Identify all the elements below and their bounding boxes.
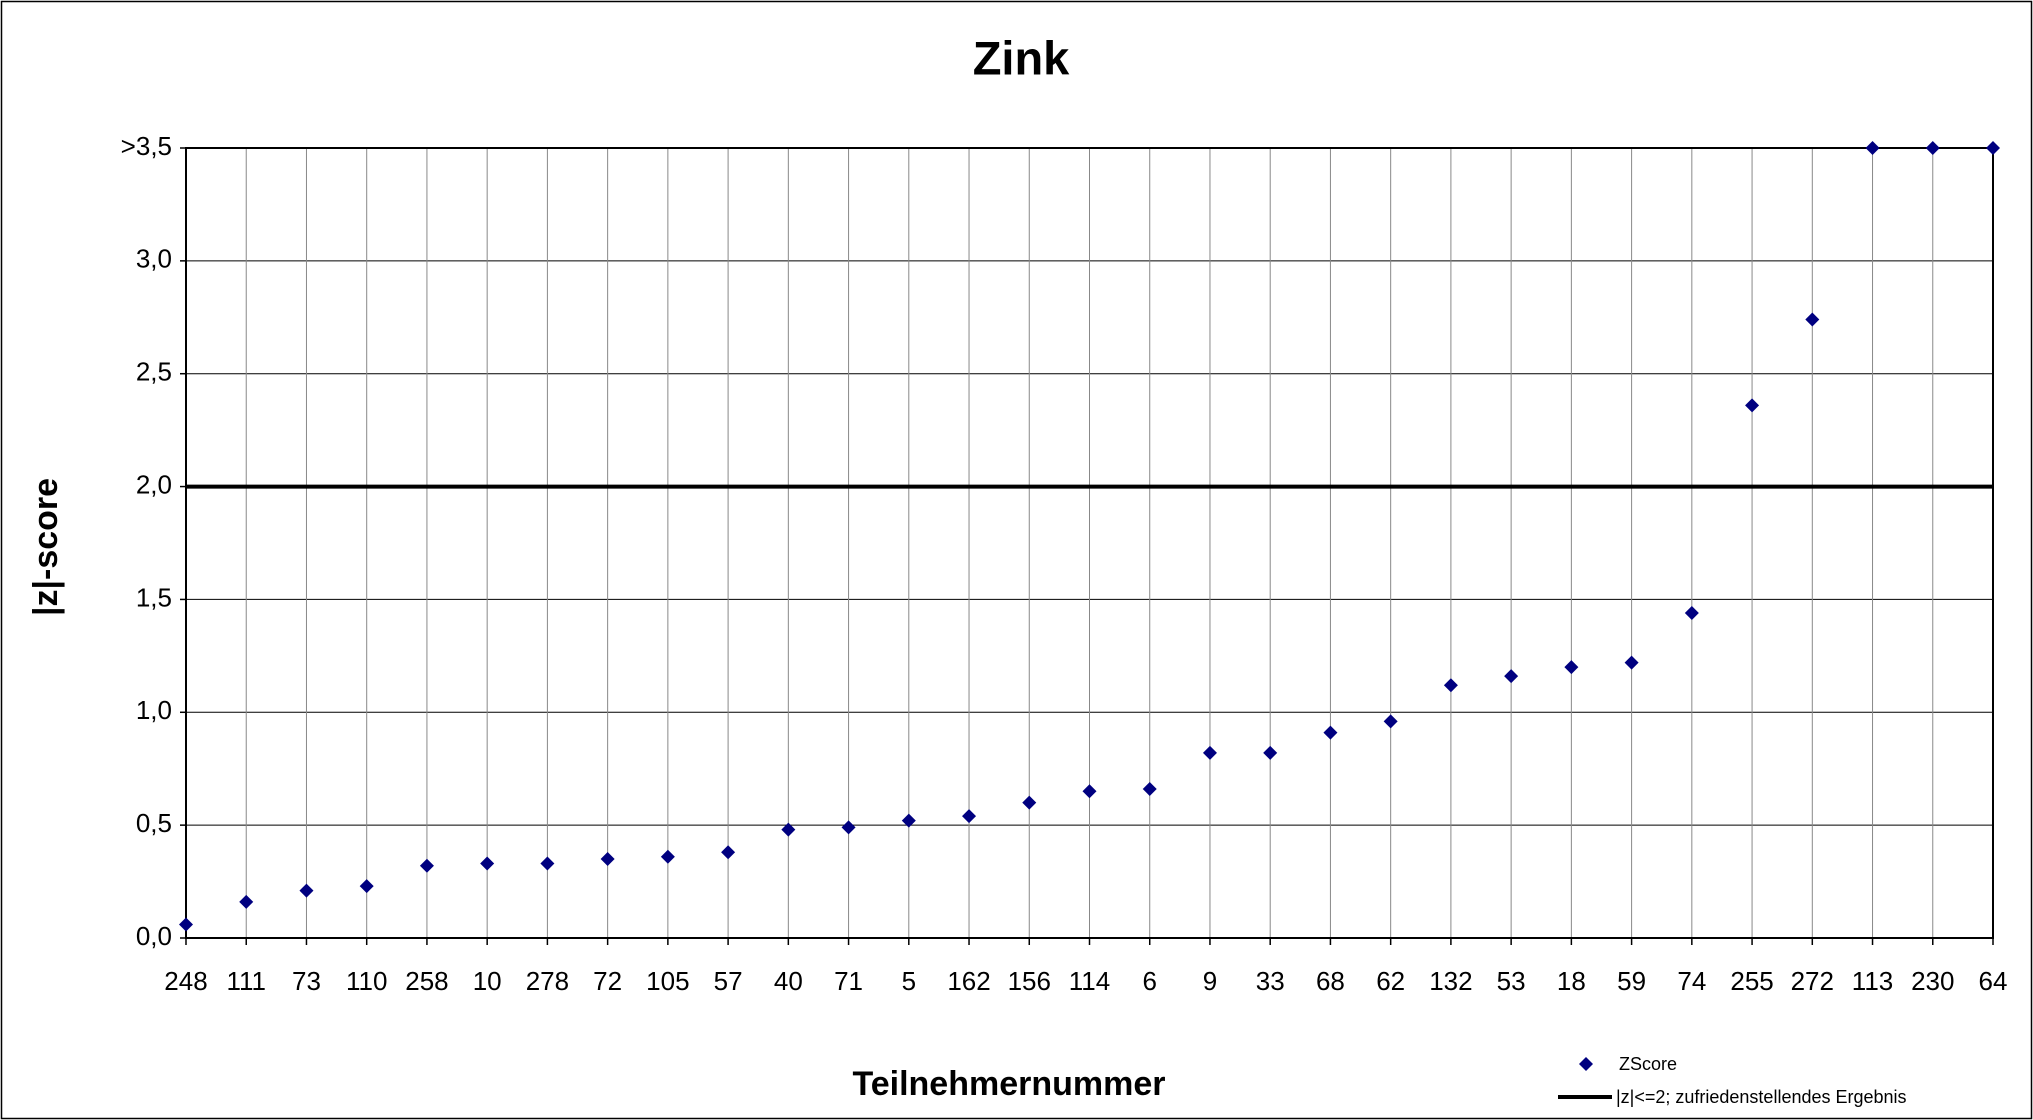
data-point — [540, 856, 555, 871]
x-tick-label: 272 — [1791, 966, 1834, 996]
x-tick-label: 105 — [646, 966, 689, 996]
x-tick-label: 73 — [292, 966, 321, 996]
data-point — [1383, 714, 1398, 729]
x-tick-label: 33 — [1256, 966, 1285, 996]
data-point — [1624, 655, 1639, 670]
x-tick-label: 113 — [1852, 966, 1893, 996]
x-tick-label: 18 — [1557, 966, 1586, 996]
plot-border — [185, 147, 1994, 939]
data-point — [1865, 141, 1880, 155]
chart-title: Zink — [973, 31, 1070, 84]
data-point — [600, 852, 615, 866]
x-tick-label: 132 — [1429, 966, 1472, 996]
x-tick-label: 71 — [834, 966, 863, 996]
x-tick-label: 110 — [346, 966, 387, 996]
data-point — [1142, 782, 1157, 797]
data-point — [721, 845, 736, 860]
legend-label: |z|<=2; zufriedenstellendes Ergebnis — [1616, 1087, 1907, 1107]
x-tick-label: 53 — [1497, 966, 1526, 996]
x-tick-label: 156 — [1008, 966, 1051, 996]
x-tick-label: 57 — [714, 966, 743, 996]
data-point — [1564, 660, 1579, 675]
x-tick-label: 5 — [902, 966, 916, 996]
y-axis-label: |z|-score — [27, 478, 65, 616]
x-tick-label: 10 — [473, 966, 502, 996]
data-point — [239, 894, 254, 909]
x-tick-label: 6 — [1142, 966, 1156, 996]
data-point — [1745, 398, 1760, 413]
data-point — [480, 856, 495, 871]
x-axis-label: Teilnehmernummer — [852, 1065, 1165, 1103]
data-point — [419, 858, 434, 873]
x-tick-label: 248 — [164, 966, 207, 996]
data-point — [901, 813, 916, 828]
data-point — [781, 822, 796, 837]
data-point — [299, 883, 314, 898]
data-point — [1323, 725, 1338, 740]
data-point — [1202, 745, 1217, 760]
x-tick-label: 74 — [1677, 966, 1706, 996]
y-tick-label: 0,0 — [136, 921, 172, 951]
data-point — [1504, 669, 1519, 684]
x-tick-label: 72 — [593, 966, 622, 996]
y-tick-label: >3,5 — [121, 131, 172, 161]
legend-marker — [1579, 1057, 1593, 1071]
data-point — [1263, 745, 1278, 760]
x-tick-label: 64 — [1979, 966, 2008, 996]
data-point — [1082, 784, 1097, 799]
x-tick-label: 162 — [947, 966, 990, 996]
data-point — [1684, 605, 1699, 620]
data-point — [1022, 795, 1037, 810]
x-tick-label: 40 — [774, 966, 803, 996]
x-tick-label: 9 — [1203, 966, 1217, 996]
x-tick-label: 278 — [526, 966, 569, 996]
data-point — [1925, 141, 1940, 155]
x-tick-label: 255 — [1730, 966, 1773, 996]
data-point — [1805, 312, 1820, 327]
x-tick-label: 62 — [1376, 966, 1405, 996]
y-tick-label: 2,0 — [136, 469, 172, 499]
data-point — [359, 879, 374, 894]
y-tick-label: 1,0 — [136, 695, 172, 725]
data-point — [841, 820, 856, 835]
y-tick-label: 2,5 — [136, 357, 172, 387]
data-point — [1986, 141, 2000, 155]
legend-label: ZScore — [1619, 1054, 1677, 1074]
x-tick-label: 230 — [1911, 966, 1954, 996]
y-tick-label: 1,5 — [136, 582, 172, 612]
data-point — [962, 809, 977, 824]
x-tick-label: 114 — [1069, 966, 1110, 996]
data-point — [179, 917, 193, 932]
y-tick-label: 0,5 — [136, 808, 172, 838]
x-tick-label: 111 — [226, 966, 266, 996]
data-point — [660, 849, 675, 864]
x-tick-label: 59 — [1617, 966, 1646, 996]
x-tick-label: 258 — [405, 966, 448, 996]
data-point — [1443, 678, 1458, 693]
y-tick-label: 3,0 — [136, 244, 172, 274]
x-tick-label: 68 — [1316, 966, 1345, 996]
